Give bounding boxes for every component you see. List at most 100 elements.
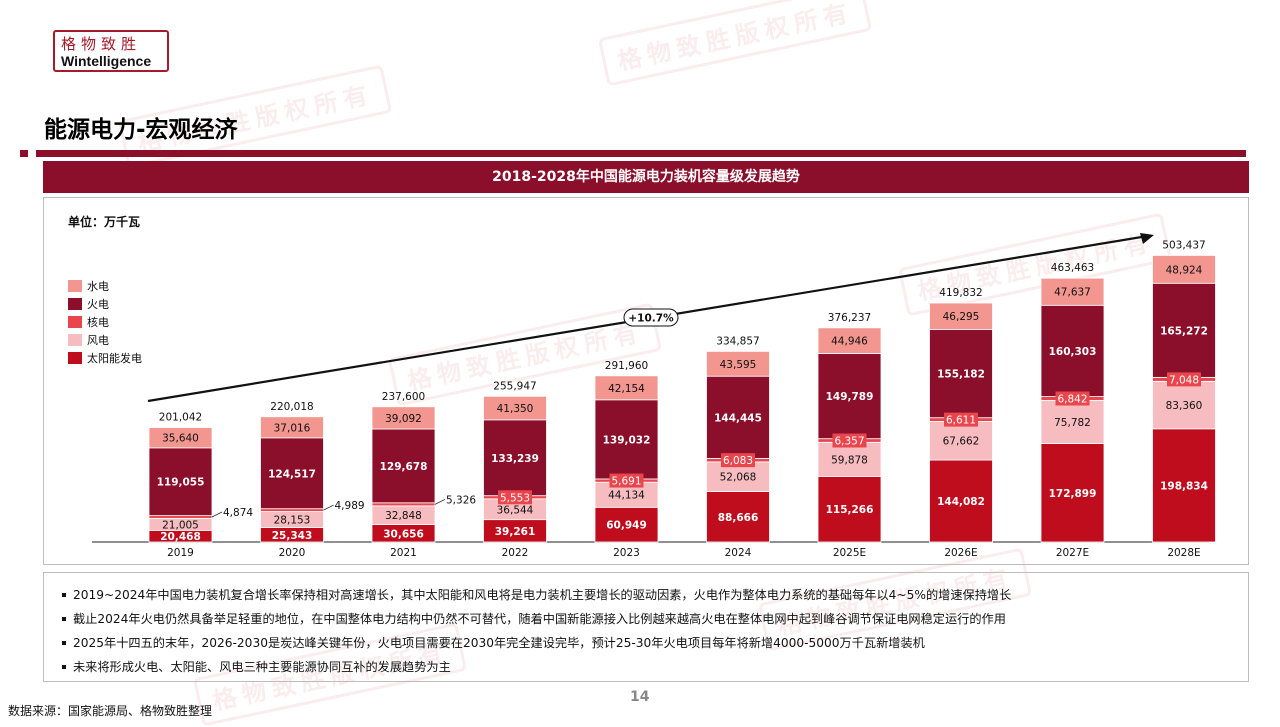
data-label-bg — [498, 490, 532, 505]
data-label: 48,924 — [1166, 264, 1203, 276]
growth-rate-label: +10.7% — [628, 313, 674, 325]
legend-swatch — [68, 316, 82, 328]
data-label: 119,055 — [157, 477, 205, 489]
data-label-bg — [609, 473, 644, 488]
title-rule — [36, 150, 1246, 157]
data-label: 139,032 — [603, 434, 651, 446]
bar-segment — [260, 437, 324, 510]
total-label: 463,463 — [1051, 262, 1094, 274]
data-label: 160,303 — [1049, 346, 1097, 358]
unit-label: 单位：万千瓦 — [68, 214, 140, 229]
data-label: 124,517 — [268, 468, 316, 480]
legend-swatch — [68, 334, 82, 346]
total-label: 419,832 — [939, 287, 982, 299]
bar-segment — [371, 428, 436, 504]
data-label-bg — [721, 453, 755, 468]
note-item: 2019~2024年中国电力装机复合增长率保持相对高速增长，其中太阳能和风电将是… — [62, 583, 1248, 607]
data-label: 133,239 — [491, 453, 539, 465]
data-label: 35,640 — [162, 433, 199, 445]
bar-segment — [929, 328, 993, 419]
data-label-bg — [1055, 391, 1090, 406]
data-label: 88,666 — [718, 512, 759, 524]
category-label: 2021 — [390, 547, 417, 559]
data-label: 39,261 — [495, 526, 536, 538]
data-label: 165,272 — [1160, 325, 1208, 337]
data-label-bg — [832, 433, 867, 448]
total-label: 237,600 — [382, 391, 425, 403]
category-label: 2022 — [502, 547, 529, 559]
company-logo: 格物致胜 Wintelligence — [53, 30, 169, 72]
data-label: 25,343 — [272, 530, 313, 542]
leader-line — [323, 504, 334, 511]
total-label: 291,960 — [605, 360, 648, 372]
bar-segment — [706, 375, 770, 459]
bar-segment — [1040, 400, 1105, 444]
data-label: 43,595 — [720, 359, 757, 371]
legend-label: 水电 — [87, 280, 109, 293]
legend-label: 风电 — [87, 334, 109, 347]
data-label: 115,266 — [826, 504, 874, 516]
bar-segment — [1040, 277, 1105, 306]
legend-swatch — [68, 280, 82, 292]
total-label: 220,018 — [270, 401, 313, 413]
bar-segment — [1040, 304, 1105, 397]
data-label: 44,134 — [608, 490, 645, 502]
data-label: 59,878 — [831, 454, 868, 466]
data-label: 6,611 — [946, 415, 976, 427]
data-label-bg — [944, 412, 978, 427]
category-label: 2023 — [613, 547, 640, 559]
growth-badge — [623, 308, 679, 327]
data-label: 198,834 — [1160, 480, 1208, 492]
bar-segment — [1152, 428, 1216, 543]
data-label: 37,016 — [274, 422, 311, 434]
legend-label: 核电 — [87, 315, 109, 329]
data-label: 20,468 — [160, 531, 201, 543]
total-label: 334,857 — [716, 335, 759, 347]
note-item: 2025年十四五的末年，2026-2030是炭达峰关键年份，火电项目需要在203… — [62, 631, 1248, 655]
bar-segment — [483, 419, 547, 497]
bar-segment — [1152, 255, 1216, 284]
bar-segment — [483, 395, 547, 421]
bar-segment — [1040, 443, 1105, 543]
data-label: 32,848 — [385, 510, 422, 522]
data-label: 39,092 — [385, 413, 422, 425]
logo-cn-text: 格物致胜 — [61, 35, 142, 53]
data-label: 47,637 — [1054, 287, 1091, 299]
data-label: 144,082 — [937, 496, 985, 508]
data-label: 5,326 — [446, 494, 476, 506]
leader-line — [211, 511, 223, 518]
total-label: 503,437 — [1162, 239, 1205, 251]
data-label: 83,360 — [1166, 400, 1203, 412]
total-label: 255,947 — [493, 380, 536, 392]
leader-line — [434, 498, 446, 505]
legend-label: 太阳能发电 — [87, 351, 142, 365]
total-label: 376,237 — [828, 312, 871, 324]
data-label: 144,445 — [714, 412, 762, 424]
bar-segment — [371, 406, 436, 430]
data-label: 42,154 — [608, 383, 645, 395]
data-label: 41,350 — [497, 403, 534, 415]
data-label: 149,789 — [826, 391, 874, 403]
data-label: 4,874 — [223, 507, 253, 519]
data-label: 6,842 — [1057, 393, 1087, 405]
data-label: 36,544 — [497, 504, 534, 516]
logo-en-text: Wintelligence — [61, 53, 152, 69]
chart-title: 2018-2028年中国能源电力装机容量级发展趋势 — [43, 161, 1249, 193]
bar-segment — [1152, 380, 1216, 430]
bar-segment — [706, 491, 770, 543]
data-label: 30,656 — [383, 528, 424, 540]
data-label: 172,899 — [1049, 488, 1097, 500]
data-label: 28,153 — [274, 515, 311, 527]
legend-label: 火电 — [87, 298, 109, 311]
data-label: 155,182 — [937, 369, 985, 381]
bar-segment — [148, 515, 213, 519]
bar-segment — [594, 375, 659, 401]
data-label: 44,946 — [831, 336, 868, 348]
data-label: 52,068 — [720, 472, 757, 484]
data-label: 21,005 — [162, 519, 199, 531]
category-label: 2019 — [167, 547, 194, 559]
data-label: 75,782 — [1054, 417, 1091, 429]
data-label: 67,662 — [943, 436, 980, 448]
note-item: 未来将形成火电、太阳能、风电三种主要能源协同互补的发展趋势为主 — [62, 655, 1248, 679]
